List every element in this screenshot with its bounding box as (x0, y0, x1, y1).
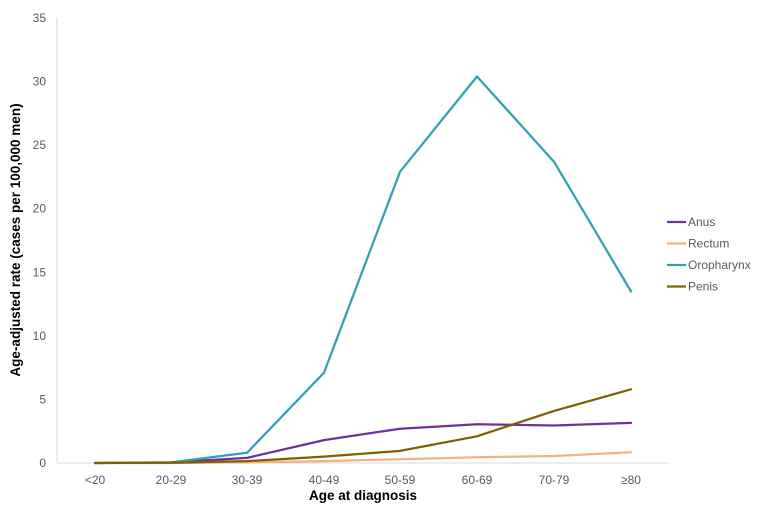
x-tick-label: 40-49 (309, 473, 340, 487)
series-line-penis (93, 388, 633, 465)
y-tick-label: 5 (39, 392, 46, 406)
legend-label: Penis (688, 280, 718, 294)
y-tick-label: 20 (33, 202, 47, 216)
x-tick-label: ≥80 (621, 473, 641, 487)
y-tick-label: 15 (33, 265, 47, 279)
y-tick-label: 0 (39, 456, 46, 470)
x-tick-label: 50-59 (385, 473, 416, 487)
legend-label: Rectum (688, 237, 729, 251)
y-axis: 0 5 10 15 20 25 30 35 (33, 11, 58, 470)
x-tick-label: 20-29 (156, 473, 187, 487)
series-line-oropharynx (93, 75, 633, 465)
y-tick-label: 10 (33, 329, 47, 343)
y-tick-label: 30 (33, 75, 47, 89)
legend-item-oropharynx: Oropharynx (667, 258, 751, 272)
x-tick-label: 60-69 (462, 473, 493, 487)
legend-item-anus: Anus (667, 215, 715, 229)
x-tick-label: 30-39 (232, 473, 263, 487)
legend-item-rectum: Rectum (667, 237, 729, 251)
x-tick-label: <20 (85, 473, 106, 487)
x-axis-title: Age at diagnosis (309, 488, 417, 503)
x-axis: <20 20-29 30-39 40-49 50-59 60-69 70-79 ≥80 (57, 462, 669, 487)
x-tick-label: 70-79 (539, 473, 570, 487)
legend-label: Oropharynx (688, 258, 751, 272)
legend-label: Anus (688, 215, 715, 229)
y-tick-label: 35 (33, 11, 47, 25)
legend-item-penis: Penis (667, 280, 718, 294)
legend: Anus Rectum Oropharynx Penis (667, 215, 751, 294)
y-tick-label: 25 (33, 138, 47, 152)
y-axis-title: Age-adjusted rate (cases per 100,000 men… (8, 103, 23, 376)
series-lines (93, 75, 633, 465)
